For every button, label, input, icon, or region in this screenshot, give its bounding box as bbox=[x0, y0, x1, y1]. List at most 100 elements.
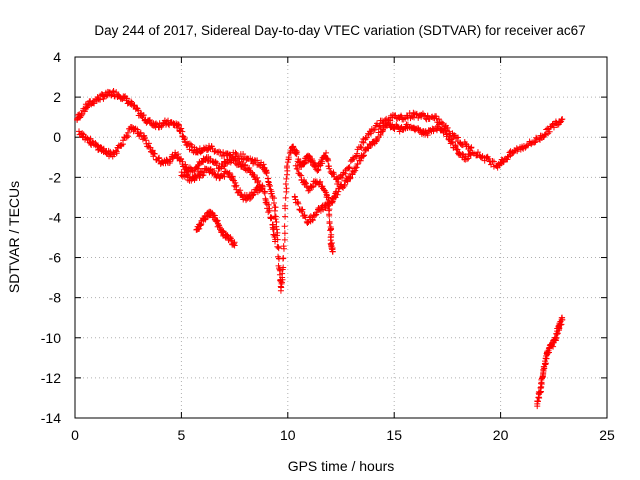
data-point-late-morning-2 bbox=[294, 166, 301, 173]
data-point-main-tracks bbox=[146, 117, 153, 124]
data-point-main-tracks bbox=[284, 159, 291, 166]
data-point-main-tracks bbox=[367, 130, 374, 137]
data-point-main-tracks bbox=[319, 160, 326, 167]
data-point-late-morning-2 bbox=[325, 196, 332, 203]
data-point-late-morning bbox=[357, 157, 364, 164]
data-point-lower-band bbox=[200, 172, 207, 179]
data-point-late-morning-2 bbox=[329, 248, 336, 255]
data-point-main-tracks bbox=[280, 243, 287, 250]
data-point-main-tracks bbox=[140, 112, 147, 119]
data-point-main-tracks bbox=[128, 98, 135, 105]
data-point-late-morning bbox=[298, 207, 305, 214]
data-point-lower-band bbox=[259, 182, 266, 189]
data-point-main-tracks bbox=[536, 135, 543, 142]
data-point-late-morning bbox=[304, 220, 311, 227]
data-point-hump bbox=[230, 241, 237, 248]
data-point-hump bbox=[224, 232, 231, 239]
data-point-late-descent bbox=[534, 398, 541, 405]
data-point-main-tracks bbox=[546, 128, 553, 135]
data-point-main-tracks bbox=[489, 158, 496, 165]
data-point-main-tracks bbox=[110, 88, 117, 95]
data-point-late-morning bbox=[452, 142, 459, 149]
data-point-main-tracks bbox=[180, 133, 187, 140]
data-point-main-tracks bbox=[279, 270, 286, 277]
data-point-late-morning-2 bbox=[325, 203, 332, 210]
data-point-late-morning bbox=[309, 217, 316, 224]
data-point-main-tracks bbox=[314, 166, 321, 173]
data-point-late-descent bbox=[550, 343, 557, 350]
data-point-main-tracks bbox=[263, 170, 270, 177]
data-point-upper-loop bbox=[214, 160, 221, 167]
data-point-main-tracks bbox=[490, 158, 497, 165]
data-point-main-tracks bbox=[301, 159, 308, 166]
data-point-upper-loop bbox=[251, 172, 258, 179]
data-point-late-morning bbox=[444, 131, 451, 138]
data-point-upper-loop bbox=[265, 209, 272, 216]
data-point-late-morning bbox=[353, 164, 360, 171]
data-point-main-tracks bbox=[275, 245, 282, 252]
data-point-main-tracks bbox=[272, 204, 279, 211]
data-point-late-morning-2 bbox=[327, 226, 334, 233]
data-point-upper-loop bbox=[167, 158, 174, 165]
data-point-late-morning bbox=[299, 208, 306, 215]
data-point-main-tracks bbox=[276, 265, 283, 272]
data-point-main-tracks bbox=[354, 150, 361, 157]
data-point-upper-loop bbox=[177, 155, 184, 162]
data-point-main-tracks bbox=[178, 125, 185, 132]
data-point-upper-loop bbox=[270, 231, 277, 238]
y-tick-label: 0 bbox=[53, 129, 61, 145]
data-point-main-tracks bbox=[280, 255, 287, 262]
data-point-late-morning-2 bbox=[302, 180, 309, 187]
data-point-late-morning-2 bbox=[326, 212, 333, 219]
data-point-late-morning bbox=[424, 132, 431, 139]
data-point-main-tracks bbox=[408, 112, 415, 119]
data-point-late-descent bbox=[545, 350, 552, 357]
y-tick-label: -10 bbox=[41, 330, 61, 346]
data-points bbox=[74, 88, 566, 410]
data-point-late-morning-2 bbox=[292, 162, 299, 169]
data-point-upper-loop bbox=[97, 143, 104, 150]
data-point-lower-band bbox=[246, 196, 253, 203]
data-point-late-morning bbox=[435, 121, 442, 128]
data-point-main-tracks bbox=[123, 95, 130, 102]
data-point-late-morning bbox=[347, 174, 354, 181]
y-tick-label: 4 bbox=[53, 49, 61, 65]
data-point-main-tracks bbox=[308, 156, 315, 163]
data-point-main-tracks bbox=[454, 134, 461, 141]
data-point-main-tracks bbox=[232, 149, 239, 156]
data-point-late-morning bbox=[467, 152, 474, 159]
data-point-main-tracks bbox=[398, 112, 405, 119]
data-point-upper-loop bbox=[87, 135, 94, 142]
data-point-late-morning-2 bbox=[328, 240, 335, 247]
data-point-main-tracks bbox=[282, 194, 289, 201]
data-point-main-tracks bbox=[293, 151, 300, 158]
data-point-late-morning bbox=[448, 138, 455, 145]
data-point-late-descent bbox=[542, 361, 549, 368]
data-point-upper-loop bbox=[212, 158, 219, 165]
data-point-main-tracks bbox=[315, 166, 322, 173]
data-point-main-tracks bbox=[323, 149, 330, 156]
data-point-main-tracks bbox=[347, 158, 354, 165]
axis-ticks: 0 5 10 15 20 25 -14 -12 -10 -8 -6 -4 -2 0 2 4 bbox=[41, 49, 615, 443]
data-point-main-tracks bbox=[357, 143, 364, 150]
data-point-late-morning-2 bbox=[302, 179, 309, 186]
data-point-main-tracks bbox=[474, 149, 481, 156]
data-point-upper-loop bbox=[266, 207, 273, 214]
chart-title: Day 244 of 2017, Sidereal Day-to-day VTE… bbox=[94, 23, 585, 38]
data-point-main-tracks bbox=[283, 175, 290, 182]
data-point-late-morning-2 bbox=[296, 171, 303, 178]
data-point-main-tracks bbox=[533, 134, 540, 141]
data-point-main-tracks bbox=[274, 243, 281, 250]
data-point-main-tracks bbox=[531, 139, 538, 146]
data-point-late-morning bbox=[354, 161, 361, 168]
data-point-main-tracks bbox=[282, 202, 289, 209]
data-point-upper-loop bbox=[269, 226, 276, 233]
data-point-main-tracks bbox=[268, 190, 275, 197]
data-point-upper-loop bbox=[79, 130, 86, 137]
data-point-upper-loop bbox=[86, 136, 93, 143]
data-point-late-morning bbox=[334, 191, 341, 198]
x-axis-label: GPS time / hours bbox=[288, 458, 395, 474]
data-point-late-morning-2 bbox=[317, 178, 324, 185]
data-point-main-tracks bbox=[345, 165, 352, 172]
data-point-late-morning-2 bbox=[326, 218, 333, 225]
